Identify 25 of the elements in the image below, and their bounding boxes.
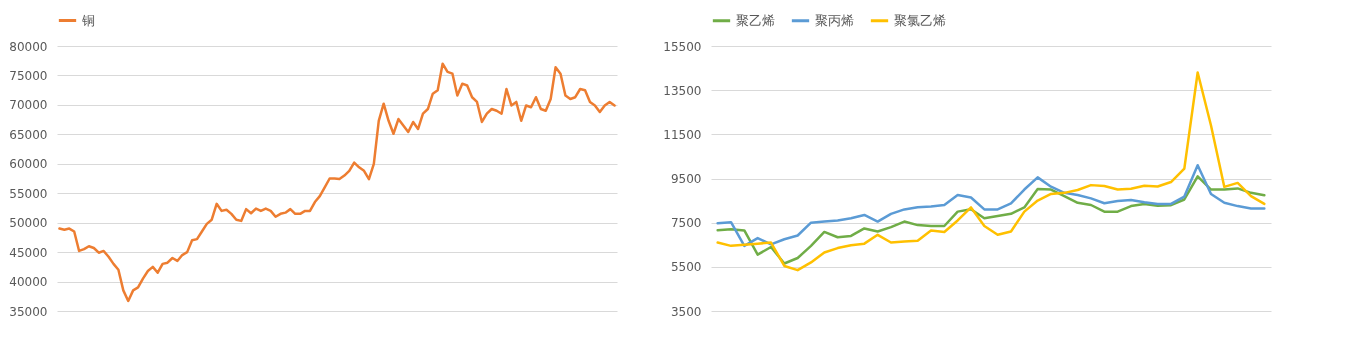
y-tick-label: 55000 <box>9 186 48 201</box>
y-tick-label: 5500 <box>670 260 702 275</box>
legend-label: 聚乙烯 <box>736 12 775 28</box>
y-tick-label: 15500 <box>663 39 702 54</box>
y-tick-label: 75000 <box>9 68 48 83</box>
legend-label: 聚丙烯 <box>815 12 854 28</box>
line-series <box>716 164 1266 248</box>
y-tick-label: 50000 <box>9 216 48 231</box>
line-series <box>58 62 616 303</box>
y-tick-label: 80000 <box>9 39 48 54</box>
line-series <box>716 175 1266 265</box>
y-tick-label: 11500 <box>663 127 702 142</box>
y-tick-label: 45000 <box>9 245 48 260</box>
y-tick-label: 65000 <box>9 127 48 142</box>
y-tick-label: 9500 <box>670 172 702 186</box>
y-tick-label: 40000 <box>9 275 48 290</box>
legend-label: 铜 <box>81 12 95 28</box>
y-tick-label: 35000 <box>9 304 48 319</box>
y-tick-label: 13500 <box>663 83 702 98</box>
y-tick-label: 3500 <box>670 304 702 319</box>
y-tick-label: 70000 <box>9 98 48 113</box>
legend-label: 聚氯乙烯 <box>894 12 946 28</box>
y-tick-label: 60000 <box>9 157 48 172</box>
line-series <box>716 71 1266 272</box>
y-tick-label: 7500 <box>670 216 702 231</box>
